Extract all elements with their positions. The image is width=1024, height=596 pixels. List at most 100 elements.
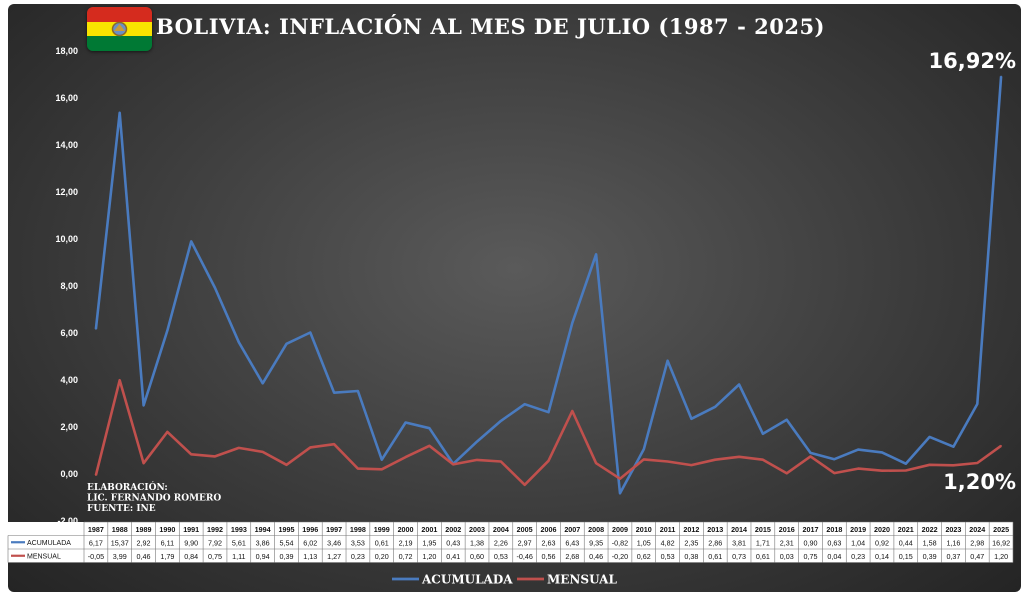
data-label: 2,92 xyxy=(137,538,151,547)
data-point-acumulada xyxy=(762,433,764,435)
data-point-mensual xyxy=(238,447,240,449)
coat-of-arms-icon xyxy=(111,21,128,37)
series-line-acumulada xyxy=(94,76,1003,495)
x-tick-label: 1987 xyxy=(88,525,104,534)
data-label: 0,41 xyxy=(446,552,460,561)
x-tick-label: 2023 xyxy=(945,525,961,534)
x-tick-label: 1994 xyxy=(255,525,271,534)
data-label: 1,11 xyxy=(232,552,245,561)
data-point-mensual xyxy=(785,472,788,475)
data-label: 0,62 xyxy=(637,552,651,561)
data-point-acumulada xyxy=(380,458,383,461)
data-point-mensual xyxy=(523,484,526,486)
x-tick-label: 2009 xyxy=(612,525,628,534)
data-label: 0,75 xyxy=(804,552,818,561)
data-point-mensual xyxy=(142,462,145,464)
x-tick-label: 2021 xyxy=(898,525,914,534)
x-tick-label: 2002 xyxy=(445,525,461,534)
y-tick-label: 12,00 xyxy=(55,187,78,197)
data-point-acumulada xyxy=(619,492,621,495)
data-label: 0,63 xyxy=(827,538,841,547)
data-point-mensual xyxy=(118,379,121,382)
data-point-mensual xyxy=(380,468,383,471)
data-point-mensual xyxy=(476,459,478,461)
data-point-mensual xyxy=(1000,445,1002,447)
data-label: 1,20 xyxy=(994,552,1008,561)
x-tick-label: 2001 xyxy=(421,525,437,534)
credit-line: LIC. FERNANDO ROMERO xyxy=(87,494,221,504)
x-tick-label: 2014 xyxy=(731,525,747,534)
data-point-mensual xyxy=(571,410,574,412)
data-point-mensual xyxy=(190,453,192,456)
data-label: 2,31 xyxy=(780,538,794,547)
y-tick-label: 18,00 xyxy=(55,46,78,56)
data-label: 0,46 xyxy=(589,552,603,561)
data-label: 3,86 xyxy=(256,538,270,547)
x-tick-label: 2008 xyxy=(588,525,604,534)
data-point-mensual xyxy=(500,460,502,463)
data-label: 3,53 xyxy=(351,538,365,547)
data-label: 1,04 xyxy=(851,538,865,547)
data-label: 0,39 xyxy=(279,552,293,561)
data-point-acumulada xyxy=(95,328,97,330)
data-label: 0,39 xyxy=(923,552,937,561)
x-tick-label: 2000 xyxy=(398,525,414,534)
x-tick-label: 2025 xyxy=(993,525,1009,534)
data-point-acumulada xyxy=(214,287,216,289)
data-point-acumulada xyxy=(357,390,359,392)
data-point-acumulada xyxy=(928,436,931,438)
data-label: 1,38 xyxy=(470,538,484,547)
data-label: 0,61 xyxy=(708,552,722,561)
data-label: 2,26 xyxy=(494,538,508,547)
data-point-acumulada xyxy=(1000,75,1002,78)
x-tick-label: 1991 xyxy=(183,525,199,534)
data-point-mensual xyxy=(95,474,97,476)
data-label: 0,37 xyxy=(946,552,960,561)
data-label: 3,46 xyxy=(327,538,341,547)
last-value-acumulada-label: 16,92% xyxy=(929,49,1016,73)
data-point-acumulada xyxy=(404,421,407,424)
data-label: 0,20 xyxy=(375,552,389,561)
data-label: 0,44 xyxy=(899,538,913,547)
x-tick-label: 1995 xyxy=(278,525,294,534)
data-label: 6,17 xyxy=(89,538,103,547)
x-tick-label: 1993 xyxy=(231,525,247,534)
data-label: 6,11 xyxy=(161,538,174,547)
chart-title: BOLIVIA: INFLACIÓN AL MES DE JULIO (1987… xyxy=(156,14,825,39)
data-label: 0,75 xyxy=(208,552,222,561)
data-point-acumulada xyxy=(118,112,121,114)
y-tick-label: 6,00 xyxy=(60,328,78,338)
data-label: 0,46 xyxy=(137,552,151,561)
flag-stripe-green xyxy=(87,36,152,51)
data-point-mensual xyxy=(905,469,907,472)
data-point-acumulada xyxy=(905,462,907,465)
data-point-mensual xyxy=(976,462,979,464)
data-label: 1,71 xyxy=(756,538,770,547)
data-label: 0,23 xyxy=(851,552,865,561)
data-point-acumulada xyxy=(642,448,645,451)
series-line-mensual xyxy=(94,378,1002,487)
data-label: 15,37 xyxy=(111,538,129,547)
x-tick-label: 2011 xyxy=(660,525,676,534)
x-tick-label: 2007 xyxy=(564,525,580,534)
data-point-mensual xyxy=(857,467,859,470)
data-label: 2,19 xyxy=(399,538,413,547)
data-label: 9,35 xyxy=(589,538,603,547)
data-label: 2,97 xyxy=(518,538,532,547)
data-point-acumulada xyxy=(857,448,859,451)
data-label: 1,05 xyxy=(637,538,651,547)
y-tick-label: 14,00 xyxy=(55,140,78,150)
x-tick-label: 2003 xyxy=(469,525,485,534)
data-label: 4,82 xyxy=(661,538,675,547)
data-point-acumulada xyxy=(690,417,693,420)
data-label: -0,20 xyxy=(612,552,628,561)
data-label: 0,61 xyxy=(756,552,770,561)
y-tick-label: 2,00 xyxy=(60,422,78,432)
data-point-mensual xyxy=(285,464,288,466)
data-point-mensual xyxy=(714,458,717,461)
data-label: 0,84 xyxy=(184,552,198,561)
data-label: 0,92 xyxy=(875,538,889,547)
y-tick-label: 4,00 xyxy=(60,375,78,385)
data-label: 2,63 xyxy=(542,538,556,547)
data-point-mensual xyxy=(738,456,740,458)
